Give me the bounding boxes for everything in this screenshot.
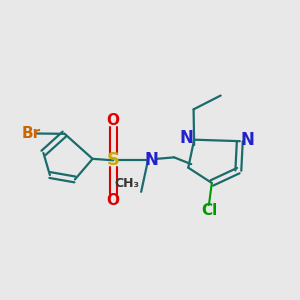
Text: Br: Br: [21, 126, 40, 141]
Text: O: O: [107, 193, 120, 208]
Text: N: N: [145, 151, 158, 169]
Text: CH₃: CH₃: [115, 177, 140, 190]
Text: O: O: [107, 113, 120, 128]
Text: S: S: [107, 151, 120, 169]
Text: Cl: Cl: [201, 203, 217, 218]
Text: N: N: [180, 129, 194, 147]
Text: N: N: [240, 131, 254, 149]
